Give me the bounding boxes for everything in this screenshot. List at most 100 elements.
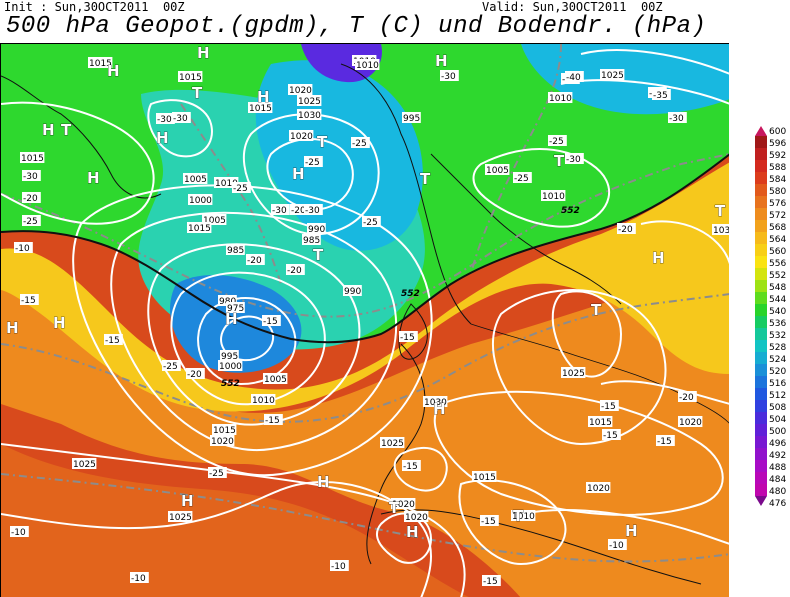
- isotherm-label-bg: [304, 156, 323, 167]
- isotherm-label-bg: [20, 294, 39, 305]
- low-pressure-center: T: [61, 121, 72, 139]
- isobar-label-text: 1015: [213, 426, 236, 436]
- legend-swatch: [755, 232, 767, 244]
- legend-top-arrow: [755, 126, 767, 136]
- legend-swatch: [755, 400, 767, 412]
- isobar-label-text: 1020: [587, 484, 610, 494]
- isotherm-label-bg: [290, 204, 309, 215]
- isobar-label: 1015: [20, 152, 45, 164]
- legend-swatch: [755, 388, 767, 400]
- isotherm-label: -15: [602, 429, 621, 441]
- high-pressure-center: H: [625, 522, 638, 540]
- isobar-label: 1025: [561, 367, 586, 379]
- fill-orange: [1, 264, 729, 597]
- isobar-label: 1000: [218, 360, 243, 372]
- isobar-label-bg: [214, 177, 239, 188]
- pressure-centers: HHTHHTHHTHTTHTHHHHHHTHTHTHTH: [6, 44, 727, 541]
- isobar-label-bg: [548, 92, 573, 103]
- legend-swatch: [755, 424, 767, 436]
- isobar-label-text: 1025: [381, 439, 404, 449]
- isobar-label: 1015: [88, 57, 113, 69]
- isobar-label-bg: [218, 360, 243, 371]
- isobar-line: [551, 290, 623, 378]
- isotherm-label: -30: [565, 153, 584, 165]
- isobar-label-bg: [588, 416, 613, 427]
- legend-swatch: [755, 484, 767, 496]
- high-pressure-center: H: [107, 62, 120, 80]
- low-pressure-center: T: [715, 202, 726, 220]
- isotherm-label-text: -20: [618, 225, 633, 235]
- isotherm-label-bg: [104, 334, 123, 345]
- legend-swatch: [755, 448, 767, 460]
- legend-value: 592: [769, 151, 787, 161]
- isotherm-label-text: -30: [23, 172, 38, 182]
- isotherm-label-bg: [22, 215, 41, 226]
- legend-swatch: [755, 268, 767, 280]
- isotherm-line: [470, 44, 562, 275]
- legend-swatch: [755, 160, 767, 172]
- legend-swatch: [755, 460, 767, 472]
- isobar-label-text: 1025: [562, 369, 585, 379]
- isotherm-label: -25: [232, 182, 251, 194]
- isobar-label: 1015: [248, 102, 273, 114]
- contour-552: [1, 153, 729, 344]
- coastline-scandinavia: [430, 153, 622, 305]
- isotherm-label-bg: [156, 113, 175, 124]
- legend-value: 512: [769, 391, 787, 401]
- legend-value: 556: [769, 259, 787, 269]
- isobar-label: 975: [226, 302, 245, 314]
- legend-value: 584: [769, 175, 787, 185]
- legend-value: 600: [769, 127, 787, 137]
- isobar-label-bg: [212, 424, 237, 435]
- isotherm-label: -25: [513, 172, 532, 184]
- isobar-label: 995: [402, 112, 421, 124]
- isobar-label-text: 1010: [252, 396, 275, 406]
- isotherm-label-text: -20: [287, 266, 302, 276]
- coastline-eastern-europe: [470, 323, 729, 424]
- isotherm-label: -15: [656, 435, 675, 447]
- isotherm-label-bg: [232, 182, 251, 193]
- isotherm-label: -15: [20, 294, 39, 306]
- high-pressure-center: H: [53, 314, 66, 332]
- legend-swatch: [755, 244, 767, 256]
- legend-value: 484: [769, 475, 787, 485]
- isobar-line: [472, 148, 611, 228]
- isobar-label-bg: [226, 244, 245, 255]
- isotherm-label: -30: [668, 112, 687, 124]
- high-pressure-center: H: [181, 492, 194, 510]
- isobar-label-text: 1015: [473, 473, 496, 483]
- high-pressure-center: H: [317, 473, 330, 491]
- legend-value: 508: [769, 403, 787, 413]
- legend-value: 532: [769, 331, 787, 341]
- legend-value: 544: [769, 295, 787, 305]
- isotherm-label-text: -25: [305, 158, 320, 168]
- isobar-label-bg: [288, 84, 313, 95]
- high-pressure-center: H: [433, 400, 446, 418]
- isotherm-label: -35: [652, 89, 671, 101]
- isobar-label-text: 1010: [356, 61, 379, 71]
- legend-value: 560: [769, 247, 787, 257]
- isobar-label-bg: [343, 285, 362, 296]
- isotherm-label-bg: [548, 135, 567, 146]
- high-pressure-center: H: [435, 52, 448, 70]
- legend-swatch: [755, 196, 767, 208]
- isotherm-label: -40: [565, 71, 584, 83]
- low-pressure-center: T: [554, 152, 565, 170]
- isobar-label-bg: [423, 396, 448, 407]
- isobar-line: [170, 271, 326, 406]
- isobar-label-text: 1020: [679, 418, 702, 428]
- init-time: Init : Sun,30OCT2011 00Z: [4, 0, 185, 14]
- low-pressure-center: T: [591, 301, 602, 319]
- isotherm-label-bg: [656, 435, 675, 446]
- high-pressure-center: H: [257, 88, 270, 106]
- legend-swatch: [755, 148, 767, 160]
- isobar-label-bg: [178, 71, 203, 82]
- isobar-label-text: 1025: [601, 71, 624, 81]
- isobar-label-text: 990: [344, 287, 361, 297]
- isotherm-label-bg: [286, 264, 305, 275]
- isobar-label-bg: [404, 511, 429, 522]
- low-pressure-center: T: [389, 499, 400, 517]
- isotherm-label-text: -25: [209, 469, 224, 479]
- isobar-label-bg: [248, 102, 273, 113]
- isotherm-label-text: -15: [481, 517, 496, 527]
